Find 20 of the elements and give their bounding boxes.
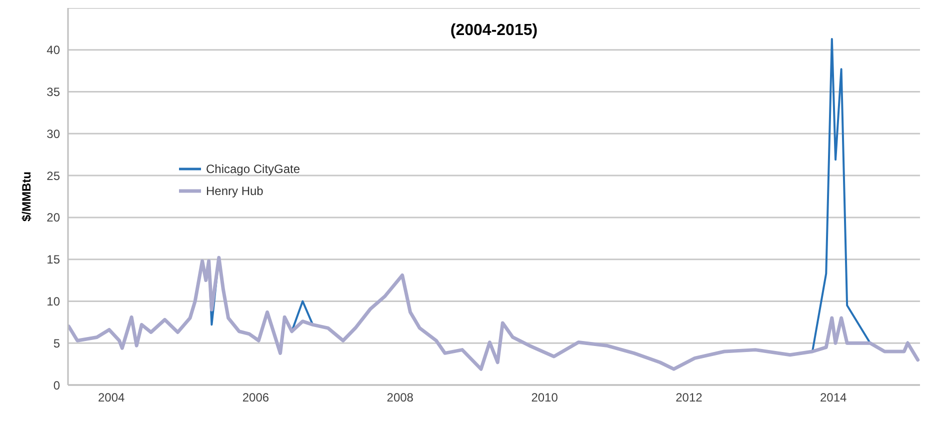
y-tick-label: 10 — [46, 294, 60, 308]
x-tick-label: 2008 — [386, 390, 414, 405]
y-tick-label: 25 — [46, 168, 60, 183]
x-tick-label: 2014 — [820, 390, 848, 405]
legend-label: Henry Hub — [206, 184, 264, 198]
legend-label: Chicago CityGate — [206, 162, 300, 176]
y-tick-label: 30 — [46, 126, 60, 141]
x-tick-label: 2012 — [676, 390, 703, 405]
text: (2004-2015) — [449, 22, 539, 40]
y-axis-title: $/MMBtu — [19, 172, 34, 222]
line-series — [68, 256, 920, 371]
y-tick-label: 40 — [46, 43, 60, 58]
x-tick-label: 2010 — [531, 390, 558, 405]
y-tick-label: 0 — [53, 378, 60, 392]
y-tick-label: 15 — [46, 252, 60, 267]
y-tick-label: 20 — [46, 210, 60, 225]
y-tick-label: 5 — [53, 336, 60, 350]
x-tick-label: 2004 — [98, 390, 125, 405]
x-tick-label: 2006 — [242, 390, 270, 405]
y-tick-label: 35 — [46, 85, 60, 100]
